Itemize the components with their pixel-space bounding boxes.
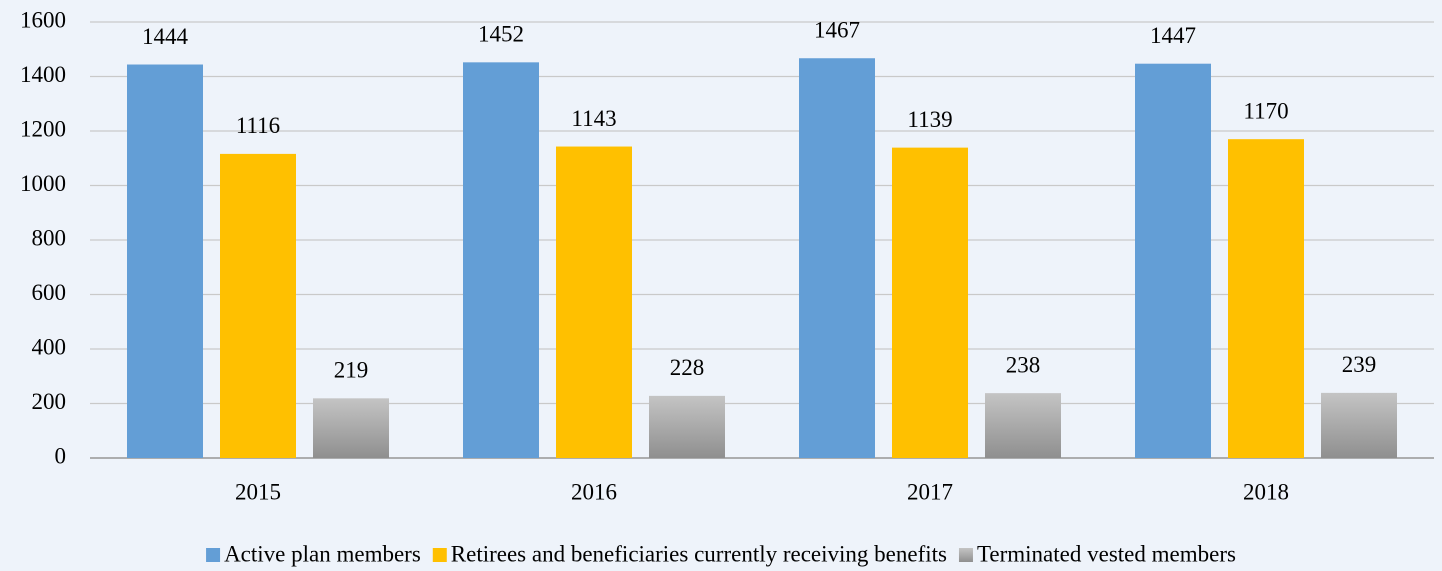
y-tick-label: 1200 [20,116,66,141]
bar [463,62,539,459]
data-label: 239 [1342,352,1377,377]
y-tick-label: 0 [55,443,67,468]
y-tick-label: 200 [32,389,67,414]
legend-swatch [206,548,221,562]
data-label: 238 [1006,352,1041,377]
legend-swatch [958,548,973,562]
data-label: 1143 [571,106,616,131]
bar [313,398,389,458]
data-label: 1467 [814,18,860,43]
y-tick-label: 1600 [20,7,66,32]
bar [556,146,632,458]
legend-label: Active plan members [224,541,421,566]
data-label: 1444 [142,24,189,49]
data-label: 1447 [1150,23,1196,48]
y-tick-label: 600 [32,280,67,305]
y-tick-label: 1000 [20,171,66,196]
data-label: 228 [670,355,705,380]
x-tick-label: 2015 [235,479,281,504]
bar [892,147,968,458]
bar [1228,139,1304,459]
y-tick-label: 400 [32,334,67,359]
legend-label: Retirees and beneficiaries currently rec… [451,541,947,566]
bar [127,64,203,458]
legend-swatch [432,548,447,562]
bar [220,153,296,458]
x-tick-label: 2016 [571,479,617,504]
y-tick-label: 1400 [20,62,66,87]
x-tick-label: 2017 [907,479,953,504]
x-tick-label: 2018 [1243,479,1289,504]
bar [1135,63,1211,458]
data-label: 219 [334,358,369,383]
bar [799,58,875,459]
bar [1321,392,1397,458]
data-label: 1452 [478,22,524,47]
legend-label: Terminated vested members [977,541,1236,566]
data-label: 1116 [236,113,280,138]
y-tick-label: 800 [32,225,67,250]
data-label: 1139 [907,107,952,132]
data-label: 1170 [1243,98,1288,123]
bar [649,395,725,458]
bar [985,393,1061,458]
